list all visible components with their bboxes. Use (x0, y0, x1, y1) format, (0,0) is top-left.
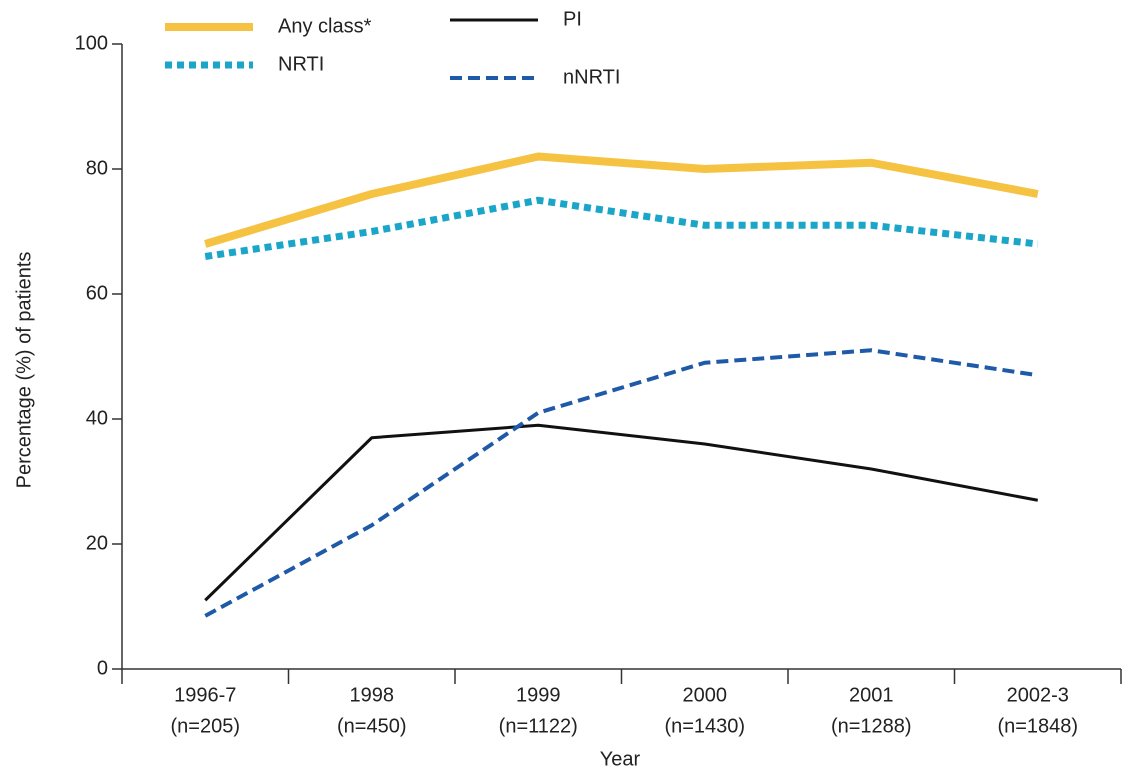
x-tick-sublabel: (n=450) (337, 715, 407, 737)
y-tick-label: 0 (97, 657, 108, 679)
series-line (204, 152, 1039, 248)
x-tick-label: 2000 (683, 684, 728, 706)
series-line (204, 348, 1039, 618)
series-line (204, 196, 1039, 260)
x-tick-sublabel: (n=1430) (664, 715, 745, 737)
series-line (204, 423, 1039, 602)
x-tick-label: 1999 (516, 684, 561, 706)
x-axis-label: Year (600, 748, 641, 770)
x-tick-sublabel: (n=205) (171, 715, 241, 737)
x-tick-sublabel: (n=1288) (831, 715, 912, 737)
y-tick-label: 60 (86, 282, 108, 304)
legend-label: Any class* (278, 15, 372, 37)
x-tick-sublabel: (n=1848) (997, 715, 1078, 737)
legend-label: NRTI (278, 53, 324, 75)
x-tick-label: 1996-7 (174, 684, 236, 706)
x-tick-label: 2002-3 (1007, 684, 1069, 706)
x-tick-sublabel: (n=1122) (499, 715, 578, 737)
y-tick-label: 20 (86, 532, 108, 554)
y-tick-label: 80 (86, 157, 108, 179)
y-tick-label: 40 (86, 407, 108, 429)
y-tick-label: 100 (75, 32, 108, 54)
legend-label: nNRTI (563, 66, 620, 88)
x-tick-label: 1998 (350, 684, 395, 706)
y-axis-label: Percentage (%) of patients (13, 252, 35, 489)
legend-label: PI (563, 8, 582, 30)
x-tick-label: 2001 (849, 684, 894, 706)
